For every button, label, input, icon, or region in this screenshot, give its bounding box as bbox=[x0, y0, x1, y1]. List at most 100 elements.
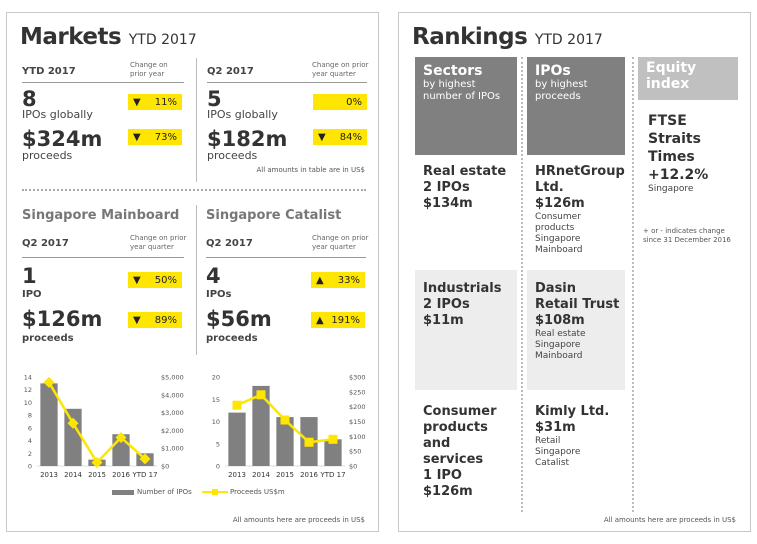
sectors-header: Sectors by highest number of IPOs bbox=[415, 57, 517, 155]
y-tick-label: 2 bbox=[28, 450, 32, 458]
proceeds-point bbox=[256, 390, 266, 400]
catalist-header: Q2 2017 bbox=[206, 238, 253, 249]
x-tick-label: YTD 17 bbox=[319, 471, 345, 479]
up-arrow-icon: ▲ bbox=[316, 314, 324, 326]
down-arrow-icon: ▼ bbox=[133, 96, 141, 108]
change-value: 11% bbox=[154, 96, 177, 108]
q2-proceeds-change-badge: ▼ 84% bbox=[313, 129, 367, 145]
x-tick-label: 2014 bbox=[252, 471, 270, 479]
mainboard-proceeds-label: proceeds bbox=[22, 333, 74, 344]
y2-tick-label: $100 bbox=[349, 433, 366, 441]
ytd-proceeds-value: $324m bbox=[22, 127, 103, 151]
legend-bars: Number of IPOs bbox=[112, 488, 192, 496]
q2-proceeds-value: $182m bbox=[207, 127, 288, 151]
y-tick-label: 20 bbox=[212, 374, 220, 382]
rankings-footer: All amounts here are proceeds in US$ bbox=[603, 516, 736, 524]
q2-change-label: Change on prior year quarter bbox=[312, 61, 369, 78]
markets-panel bbox=[6, 12, 379, 532]
index-change: +12.2% bbox=[648, 167, 709, 183]
sector-proceeds: $11m bbox=[423, 313, 464, 328]
down-arrow-icon: ▼ bbox=[318, 131, 326, 143]
sector-ipos: 2 IPOs bbox=[423, 180, 470, 195]
catalist-change-label: Change on prior year quarter bbox=[312, 234, 369, 251]
markets-footer: All amounts here are proceeds in US$ bbox=[232, 516, 365, 524]
change-value: 73% bbox=[154, 131, 177, 143]
markets-title: Markets YTD 2017 bbox=[20, 24, 197, 50]
mainboard-header: Q2 2017 bbox=[22, 238, 69, 249]
mainboard-ipos-value: 1 bbox=[22, 264, 37, 288]
proceeds-point bbox=[115, 432, 127, 444]
q2-ipos-label: IPOs globally bbox=[207, 108, 278, 121]
legend-label: Number of IPOs bbox=[137, 488, 192, 496]
q2-header: Q2 2017 bbox=[207, 66, 254, 77]
ytd-ipos-label: IPOs globally bbox=[22, 108, 93, 121]
ipo-item: Dasin Retail Trust $108m Real estate Singap… bbox=[527, 281, 625, 362]
ytd-ipos-value: 8 bbox=[22, 87, 37, 111]
ipo-market: Singapore Mainboard bbox=[535, 234, 583, 255]
divider bbox=[22, 257, 184, 258]
bar bbox=[252, 385, 270, 466]
change-value: 89% bbox=[154, 314, 177, 326]
ytd-proceeds-change-badge: ▼ 73% bbox=[128, 129, 182, 145]
catalist-ipos-label: IPOs bbox=[206, 289, 232, 300]
ipo-market: Singapore Catalist bbox=[535, 447, 581, 468]
change-value: 50% bbox=[154, 274, 177, 286]
column-divider bbox=[196, 58, 197, 182]
divider bbox=[206, 257, 366, 258]
y2-tick-label: $0 bbox=[349, 463, 357, 471]
legend-label: Proceeds US$m bbox=[230, 488, 285, 496]
y2-tick-label: $300 bbox=[349, 374, 366, 382]
ipo-item: Kimly Ltd. $31m Retail Singapore Catalist bbox=[527, 404, 625, 469]
catalist-ipos-change-badge: ▲ 33% bbox=[311, 272, 365, 288]
mainboard-proceeds-change-badge: ▼ 89% bbox=[128, 312, 182, 328]
catalist-proceeds-label: proceeds bbox=[206, 333, 258, 344]
sector-name: Industrials bbox=[423, 281, 502, 296]
y2-tick-label: $4,000 bbox=[161, 391, 184, 399]
x-tick-label: 2016 bbox=[112, 471, 130, 479]
divider bbox=[22, 82, 184, 83]
y2-tick-label: $3,000 bbox=[161, 409, 184, 417]
ipo-sector: Consumer products bbox=[535, 212, 581, 233]
y-tick-label: 6 bbox=[28, 424, 32, 432]
sector-item: Industrials 2 IPOs $11m bbox=[415, 281, 517, 329]
x-tick-label: 2015 bbox=[276, 471, 294, 479]
sectors-heading: Sectors bbox=[423, 63, 483, 79]
mainboard-proceeds-value: $126m bbox=[22, 307, 103, 331]
y-tick-label: 10 bbox=[24, 399, 32, 407]
change-value: 191% bbox=[331, 314, 360, 326]
x-tick-label: 2013 bbox=[40, 471, 58, 479]
y2-tick-label: $50 bbox=[349, 448, 361, 456]
down-arrow-icon: ▼ bbox=[133, 314, 141, 326]
section-divider bbox=[22, 189, 366, 191]
q2-proceeds-label: proceeds bbox=[207, 149, 258, 162]
ytd-proceeds-label: proceeds bbox=[22, 149, 73, 162]
y-tick-label: 4 bbox=[28, 437, 32, 445]
y2-tick-label: $0 bbox=[161, 463, 169, 471]
change-value: 0% bbox=[346, 96, 362, 108]
equity-note: + or - indicates change since 31 Decembe… bbox=[643, 227, 731, 244]
y-tick-label: 0 bbox=[28, 463, 32, 471]
down-arrow-icon: ▼ bbox=[133, 274, 141, 286]
y2-tick-label: $250 bbox=[349, 388, 366, 396]
catalist-title: Singapore Catalist bbox=[206, 208, 342, 223]
ipo-name: HRnetGroup Ltd. bbox=[535, 164, 625, 195]
ipo-proceeds: $126m bbox=[535, 196, 585, 211]
y2-tick-label: $150 bbox=[349, 418, 366, 426]
bar bbox=[64, 408, 82, 466]
sector-name: Real estate bbox=[423, 164, 507, 179]
x-tick-label: 2016 bbox=[300, 471, 318, 479]
sector-proceeds: $126m bbox=[423, 484, 473, 499]
table-note: All amounts in table are in US$ bbox=[256, 166, 365, 174]
column-divider bbox=[521, 57, 523, 512]
bar bbox=[228, 412, 246, 466]
ipo-proceeds: $31m bbox=[535, 420, 576, 435]
mainboard-chart: 0 2 4 6 8 10 12 14 $0 $1,000 $2,000 $3,000 $4,000 $5,… bbox=[24, 374, 184, 480]
ipo-proceeds: $108m bbox=[535, 313, 585, 328]
down-arrow-icon: ▼ bbox=[133, 131, 141, 143]
proceeds-point bbox=[280, 415, 290, 425]
proceeds-point bbox=[91, 456, 103, 468]
proceeds-point bbox=[232, 400, 242, 410]
mainboard-title: Singapore Mainboard bbox=[22, 208, 180, 223]
bar bbox=[276, 417, 294, 466]
equity-heading: Equity index bbox=[646, 60, 697, 92]
